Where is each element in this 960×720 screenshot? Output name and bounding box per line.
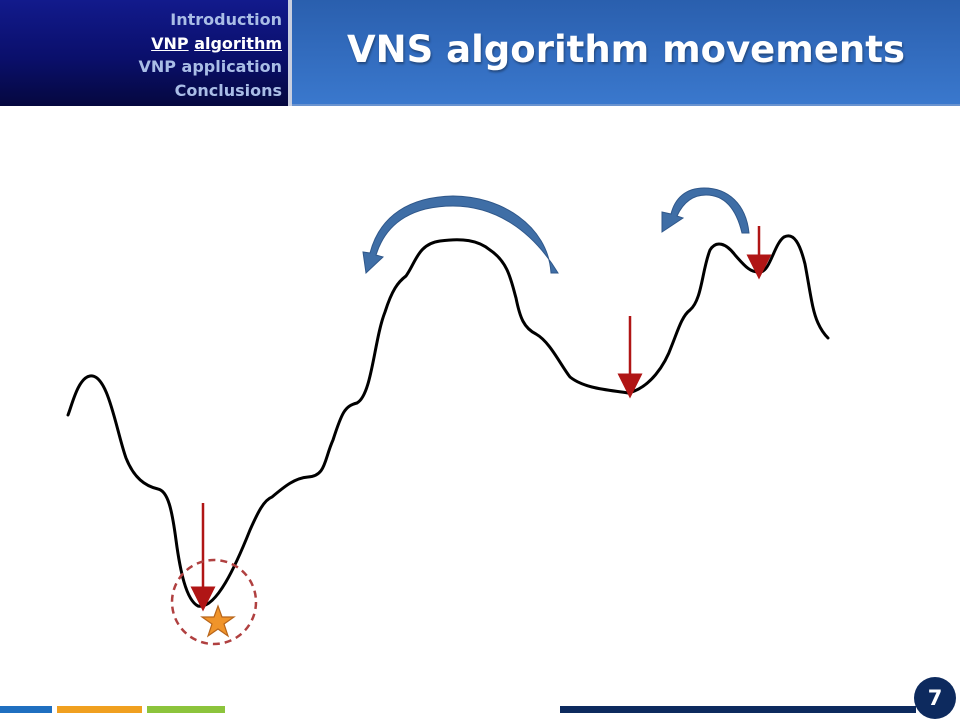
nav-item-vnp-label: VNP [151,33,189,53]
star-icon [200,604,236,638]
curved-jump-arrow-small [661,187,750,234]
landscape-diagram [66,187,830,646]
footer-bar-navy [560,706,916,713]
page-number-badge: 7 [914,677,956,719]
slide-title: VNS algorithm movements [347,27,905,71]
footer-bar-green [147,706,225,713]
nav-item-introduction[interactable]: Introduction [170,10,282,29]
footer-bar-orange [57,706,142,713]
dashed-circle [170,558,258,646]
footer-bar-blue [0,706,52,713]
curved-jump-arrow-large [362,195,559,275]
nav-item-vnp-application[interactable]: VNP application [138,57,282,76]
title-bar: VNS algorithm movements [292,0,960,106]
objective-curve [66,234,830,608]
header-divider [288,0,292,106]
nav-item-algorithm-label: algorithm [194,33,282,53]
section-nav: Introduction VNP algorithm VNP applicati… [0,0,288,106]
nav-item-vnp-algorithm[interactable]: VNP algorithm [0,32,282,56]
nav-item-conclusions[interactable]: Conclusions [174,80,282,100]
